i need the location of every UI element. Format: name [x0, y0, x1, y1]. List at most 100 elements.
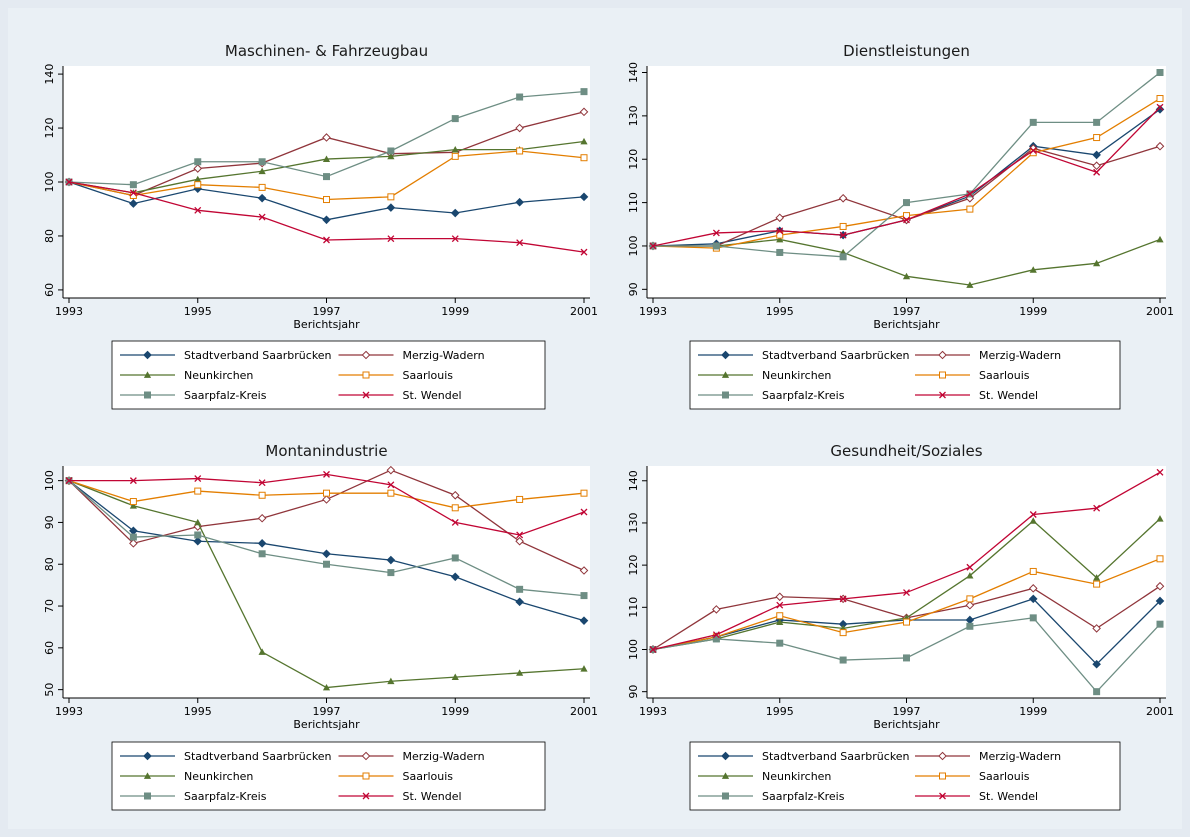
legend-label: St. Wendel [979, 790, 1038, 803]
marker [1093, 134, 1101, 142]
marker [258, 491, 266, 499]
marker [193, 164, 203, 173]
marker [776, 227, 784, 235]
legend-marker [143, 751, 152, 761]
marker [129, 181, 137, 189]
legend-label: St. Wendel [979, 389, 1038, 402]
marker [1093, 574, 1101, 581]
marker [903, 199, 910, 207]
marker [580, 489, 588, 497]
y-tick-label: 110 [627, 597, 640, 618]
marker [580, 248, 588, 256]
marker [129, 189, 137, 197]
x-tick-label: 1995 [184, 705, 212, 718]
marker [515, 197, 524, 207]
legend-label: Saarlouis [403, 770, 454, 783]
legend-label: Neunkirchen [762, 369, 831, 382]
marker [129, 498, 137, 506]
y-tick-label: 100 [43, 172, 56, 193]
marker [323, 173, 330, 181]
marker [776, 612, 784, 620]
marker [903, 589, 910, 597]
marker [451, 152, 459, 160]
marker [451, 504, 459, 512]
marker [579, 192, 589, 202]
marker [516, 669, 524, 676]
legend-marker [143, 371, 152, 378]
marker [451, 673, 459, 680]
marker [966, 190, 974, 198]
marker [580, 88, 588, 96]
legend-marker [143, 350, 152, 360]
marker [712, 631, 720, 639]
x-axis-label: Berichtsjahr [873, 318, 940, 331]
marker [1156, 69, 1164, 77]
y-tick-label: 100 [627, 235, 640, 256]
y-tick-label: 100 [43, 470, 56, 491]
y-tick-label: 70 [43, 599, 56, 613]
marker [776, 639, 784, 647]
marker [65, 178, 73, 186]
marker [1029, 614, 1037, 622]
marker [450, 208, 460, 218]
marker [194, 158, 202, 166]
marker [451, 115, 459, 123]
legend-label: Saarlouis [979, 369, 1030, 382]
marker [258, 167, 266, 175]
marker [193, 536, 203, 546]
legend [689, 741, 1121, 811]
marker [323, 196, 330, 204]
y-tick-label: 80 [43, 557, 56, 571]
y-tick-label: 130 [627, 512, 640, 533]
marker [516, 531, 524, 539]
marker [516, 239, 524, 247]
marker [194, 531, 202, 539]
legend-label: St. Wendel [403, 389, 462, 402]
legend-marker [362, 371, 370, 379]
y-tick-label: 90 [43, 515, 56, 529]
legend-marker [939, 772, 946, 780]
marker [450, 572, 460, 582]
marker [451, 235, 459, 243]
marker [257, 193, 267, 203]
marker [903, 618, 910, 626]
legend [689, 340, 1121, 410]
x-axis-label: Berichtsjahr [293, 718, 360, 731]
marker [902, 272, 911, 280]
marker [775, 592, 785, 602]
legend-label: Merzig-Wadern [403, 349, 485, 362]
marker [1155, 105, 1165, 114]
legend-label: Merzig-Wadern [403, 750, 485, 763]
marker [257, 539, 267, 548]
y-tick-label: 100 [627, 639, 640, 660]
x-tick-label: 1997 [893, 705, 921, 718]
marker [129, 477, 137, 485]
marker [1093, 118, 1101, 126]
x-tick-label: 1999 [1019, 705, 1047, 718]
marker [1093, 259, 1101, 267]
x-tick-label: 1995 [766, 305, 794, 318]
marker [712, 605, 721, 614]
x-tick-label: 1993 [639, 705, 667, 718]
marker [194, 518, 202, 526]
marker [516, 585, 524, 593]
marker [387, 677, 395, 685]
chart-title: Maschinen- & Fahrzeugbau [225, 42, 428, 60]
legend-label: Saarlouis [979, 770, 1030, 783]
plot-area [647, 66, 1166, 298]
marker [323, 560, 330, 568]
marker [516, 495, 524, 503]
legend-marker [362, 391, 370, 399]
marker [1029, 517, 1037, 524]
marker [580, 592, 588, 600]
y-tick-label: 140 [627, 62, 640, 83]
marker [322, 683, 331, 691]
y-tick-label: 90 [627, 282, 640, 296]
marker [515, 123, 524, 133]
x-tick-label: 1993 [639, 305, 667, 318]
marker [966, 572, 974, 579]
legend-label: Stadtverband Saarbrücken [762, 349, 910, 362]
legend-label: Neunkirchen [184, 770, 253, 783]
legend-label: Merzig-Wadern [979, 349, 1061, 362]
marker [194, 181, 202, 189]
